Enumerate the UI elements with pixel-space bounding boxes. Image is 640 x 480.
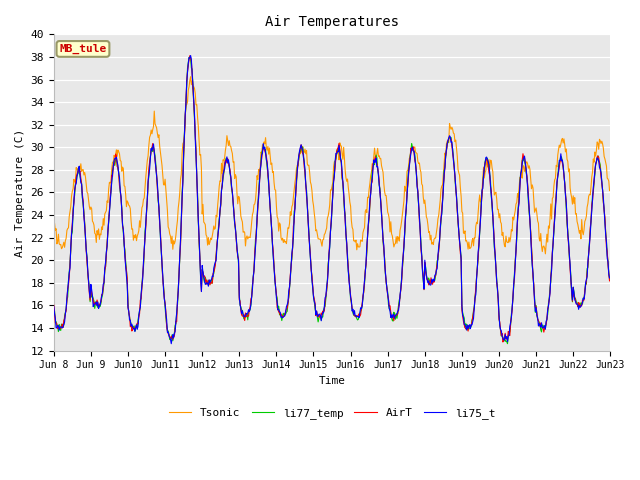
Tsonic (50, 217, 58, 223)
li75_t (605, 275, 613, 281)
li77_temp (117, 194, 125, 200)
Line: AirT: AirT (54, 56, 609, 342)
li77_temp (173, 302, 181, 308)
AirT (117, 196, 125, 202)
AirT (186, 53, 194, 59)
Tsonic (400, 198, 408, 204)
Line: li75_t: li75_t (54, 56, 609, 344)
li75_t (417, 243, 425, 249)
Tsonic (417, 167, 424, 172)
AirT (204, 281, 211, 287)
li77_temp (504, 341, 511, 347)
li77_temp (60, 322, 68, 327)
li77_temp (417, 227, 424, 233)
AirT (605, 278, 613, 284)
li75_t (187, 53, 195, 59)
AirT (499, 339, 507, 345)
Tsonic (605, 188, 613, 193)
Tsonic (173, 218, 181, 224)
Tsonic (541, 251, 549, 257)
AirT (50, 302, 58, 308)
Tsonic (204, 242, 211, 248)
li75_t (401, 229, 408, 235)
Tsonic (117, 158, 125, 164)
li75_t (168, 341, 175, 347)
li75_t (205, 283, 212, 289)
Y-axis label: Air Temperature (C): Air Temperature (C) (15, 128, 25, 257)
li75_t (60, 322, 68, 327)
Tsonic (187, 74, 195, 80)
Line: Tsonic: Tsonic (54, 77, 609, 254)
li77_temp (185, 55, 193, 60)
Title: Air Temperatures: Air Temperatures (265, 15, 399, 29)
AirT (60, 318, 68, 324)
li75_t (50, 303, 58, 309)
Text: MB_tule: MB_tule (60, 44, 107, 54)
li75_t (174, 288, 182, 294)
li77_temp (400, 244, 408, 250)
li77_temp (204, 279, 211, 285)
Legend: Tsonic, li77_temp, AirT, li75_t: Tsonic, li77_temp, AirT, li75_t (164, 404, 500, 423)
AirT (417, 228, 424, 233)
AirT (400, 240, 408, 246)
li77_temp (50, 308, 58, 314)
AirT (173, 299, 181, 304)
li75_t (117, 194, 125, 200)
Tsonic (60, 240, 68, 245)
X-axis label: Time: Time (319, 376, 346, 386)
Line: li77_temp: li77_temp (54, 58, 609, 344)
li77_temp (605, 276, 613, 282)
